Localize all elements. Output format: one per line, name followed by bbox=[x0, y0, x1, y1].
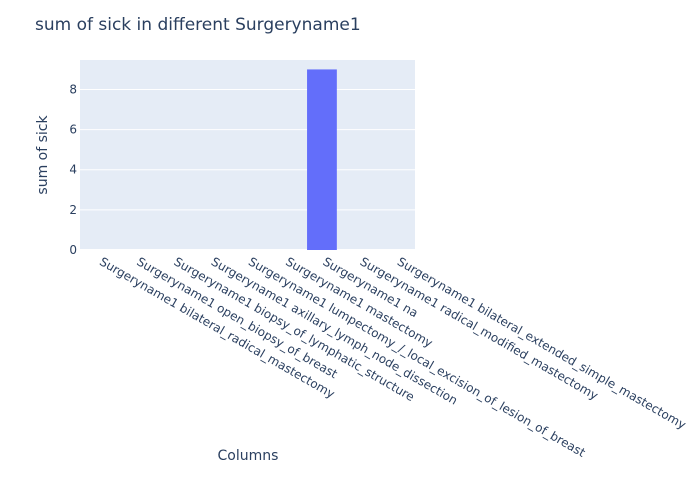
x-tick-label: Surgeryname1 bilateral_extended_simple_m… bbox=[395, 254, 689, 432]
bars bbox=[307, 69, 337, 250]
plot-area bbox=[80, 60, 415, 250]
bar bbox=[307, 69, 337, 250]
gridlines bbox=[80, 88, 415, 251]
y-axis-title: sum of sick bbox=[35, 115, 51, 195]
y-tick-labels: 0 2 4 6 8 bbox=[69, 82, 77, 257]
y-tick-label: 2 bbox=[69, 203, 77, 217]
y-tick-label: 8 bbox=[69, 82, 77, 96]
chart-title: sum of sick in different Surgeryname1 bbox=[35, 15, 361, 35]
y-tick-label: 0 bbox=[69, 243, 77, 257]
x-axis-title: Columns bbox=[218, 448, 279, 464]
y-tick-label: 6 bbox=[69, 123, 77, 137]
y-tick-label: 4 bbox=[69, 163, 77, 177]
x-tick-labels: Surgeryname1 bilateral_radical_mastectom… bbox=[97, 254, 688, 459]
